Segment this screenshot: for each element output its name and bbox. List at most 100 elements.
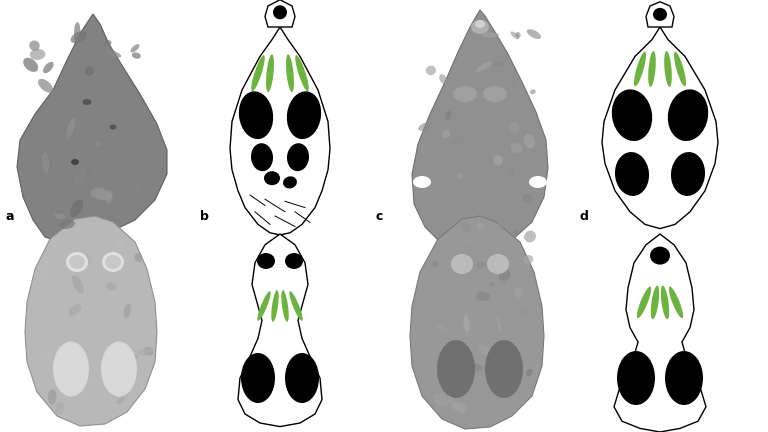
Ellipse shape [102, 252, 124, 272]
Ellipse shape [665, 351, 703, 405]
Ellipse shape [529, 176, 547, 188]
Ellipse shape [615, 152, 649, 196]
Ellipse shape [110, 124, 117, 130]
Polygon shape [25, 216, 157, 426]
Ellipse shape [453, 86, 477, 102]
Ellipse shape [286, 54, 294, 92]
Ellipse shape [66, 252, 88, 272]
Ellipse shape [285, 353, 319, 403]
Ellipse shape [70, 199, 83, 217]
Ellipse shape [522, 207, 532, 218]
Ellipse shape [116, 397, 125, 404]
Ellipse shape [134, 253, 142, 262]
Ellipse shape [53, 342, 89, 397]
Ellipse shape [527, 29, 541, 39]
Polygon shape [602, 27, 718, 229]
Ellipse shape [522, 194, 532, 203]
Ellipse shape [496, 222, 505, 230]
Ellipse shape [264, 171, 280, 185]
Polygon shape [410, 216, 544, 429]
Ellipse shape [295, 55, 309, 91]
Ellipse shape [287, 143, 309, 171]
Ellipse shape [257, 253, 275, 269]
Ellipse shape [634, 52, 646, 86]
Ellipse shape [84, 67, 94, 76]
Ellipse shape [72, 376, 88, 388]
Ellipse shape [514, 287, 523, 298]
Text: b: b [200, 210, 209, 223]
Ellipse shape [524, 334, 532, 343]
Ellipse shape [38, 79, 53, 93]
Ellipse shape [668, 89, 708, 141]
Ellipse shape [285, 253, 303, 269]
Ellipse shape [451, 136, 465, 145]
Ellipse shape [462, 222, 471, 232]
Ellipse shape [515, 32, 521, 38]
Ellipse shape [526, 369, 533, 376]
Ellipse shape [664, 51, 672, 87]
Ellipse shape [524, 231, 536, 242]
Ellipse shape [485, 340, 523, 398]
Ellipse shape [497, 317, 502, 332]
Ellipse shape [449, 390, 453, 403]
Ellipse shape [131, 44, 140, 52]
Ellipse shape [55, 403, 65, 414]
Ellipse shape [530, 89, 536, 94]
Ellipse shape [74, 22, 81, 44]
Ellipse shape [648, 51, 656, 87]
Ellipse shape [30, 49, 45, 60]
Ellipse shape [471, 363, 482, 370]
Text: d: d [580, 210, 589, 223]
Polygon shape [646, 2, 674, 27]
Ellipse shape [59, 220, 74, 229]
Ellipse shape [241, 353, 275, 403]
Ellipse shape [55, 213, 65, 219]
Polygon shape [614, 234, 706, 432]
Ellipse shape [421, 144, 425, 155]
Ellipse shape [76, 255, 92, 264]
Ellipse shape [435, 375, 446, 378]
Ellipse shape [452, 401, 464, 414]
Ellipse shape [617, 351, 655, 405]
Ellipse shape [69, 255, 85, 269]
Ellipse shape [493, 62, 505, 67]
Ellipse shape [124, 304, 131, 318]
Ellipse shape [509, 122, 520, 132]
Ellipse shape [674, 52, 686, 86]
Ellipse shape [482, 32, 499, 38]
Ellipse shape [497, 363, 505, 376]
Ellipse shape [413, 176, 431, 188]
Ellipse shape [286, 91, 321, 139]
Ellipse shape [134, 184, 142, 193]
Ellipse shape [451, 254, 473, 274]
Ellipse shape [38, 270, 47, 281]
Ellipse shape [514, 229, 518, 235]
Ellipse shape [510, 372, 522, 377]
Ellipse shape [251, 143, 273, 171]
Ellipse shape [266, 54, 274, 92]
Ellipse shape [445, 111, 452, 120]
Ellipse shape [283, 176, 297, 188]
Ellipse shape [637, 286, 651, 318]
Ellipse shape [524, 134, 535, 148]
Ellipse shape [437, 340, 475, 398]
Ellipse shape [492, 378, 504, 389]
Ellipse shape [508, 167, 514, 179]
Text: c: c [375, 210, 382, 223]
Ellipse shape [511, 32, 519, 39]
Ellipse shape [144, 347, 154, 356]
Ellipse shape [43, 62, 54, 73]
Ellipse shape [105, 259, 118, 273]
Ellipse shape [475, 364, 491, 372]
Ellipse shape [116, 240, 125, 248]
Ellipse shape [436, 324, 447, 332]
Ellipse shape [273, 5, 287, 19]
Ellipse shape [463, 315, 470, 332]
Ellipse shape [23, 58, 38, 72]
Ellipse shape [71, 31, 87, 43]
Ellipse shape [425, 66, 436, 75]
Ellipse shape [498, 347, 504, 353]
Ellipse shape [452, 402, 467, 411]
Ellipse shape [281, 290, 289, 322]
Ellipse shape [476, 222, 484, 230]
